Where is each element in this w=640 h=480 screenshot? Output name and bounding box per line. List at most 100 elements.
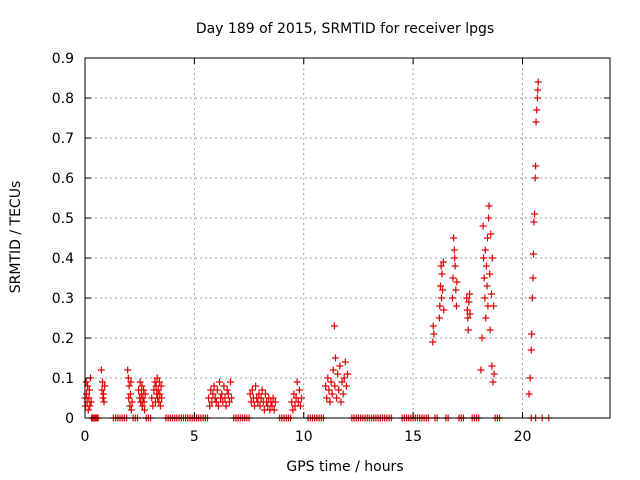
y-tick-label: 0 — [65, 411, 74, 427]
data-point — [228, 394, 236, 402]
data-point — [528, 330, 536, 338]
data-point — [338, 378, 346, 386]
data-point — [252, 382, 260, 390]
data-point — [529, 250, 537, 258]
data-point — [490, 370, 498, 378]
data-point — [258, 386, 266, 394]
y-axis-label: SRMTID / TECUs — [8, 181, 24, 294]
data-point — [485, 214, 493, 222]
data-point — [86, 402, 94, 410]
x-tick-label: 5 — [190, 429, 199, 445]
data-point — [257, 394, 265, 402]
data-point — [464, 314, 472, 322]
data-point — [329, 366, 337, 374]
data-point — [261, 390, 269, 398]
data-point — [136, 378, 144, 386]
data-point — [128, 398, 136, 406]
data-point — [326, 398, 334, 406]
data-point — [533, 106, 541, 114]
data-point — [452, 302, 460, 310]
data-point — [331, 354, 339, 362]
data-point — [482, 262, 490, 270]
data-point — [477, 366, 485, 374]
data-point — [534, 78, 542, 86]
data-point — [487, 230, 495, 238]
data-point — [209, 390, 217, 398]
data-point — [453, 278, 461, 286]
data-point — [333, 394, 341, 402]
data-point — [85, 386, 93, 394]
data-point — [322, 382, 330, 390]
data-point — [127, 378, 135, 386]
data-point — [527, 346, 535, 354]
data-point — [256, 402, 264, 410]
data-point — [149, 402, 157, 410]
data-point — [489, 378, 497, 386]
data-point — [339, 390, 347, 398]
data-point — [289, 406, 297, 414]
data-point — [221, 394, 229, 402]
x-axis-label: GPS time / hours — [286, 459, 403, 475]
data-point — [450, 234, 458, 242]
data-point — [327, 378, 335, 386]
data-point — [478, 334, 486, 342]
data-point — [225, 398, 233, 406]
y-tick-label: 0.1 — [52, 371, 74, 387]
data-point — [481, 246, 489, 254]
data-point — [483, 282, 491, 290]
data-point — [479, 222, 487, 230]
data-point — [84, 406, 92, 414]
data-point — [485, 202, 493, 210]
data-point — [99, 378, 106, 386]
data-point — [206, 402, 214, 410]
data-point — [335, 386, 343, 394]
data-point — [533, 94, 541, 102]
data-point — [484, 234, 491, 242]
data-point — [429, 338, 437, 346]
data-point — [480, 254, 488, 262]
data-point — [531, 174, 539, 182]
chart-title: Day 189 of 2015, SRMTID for receiver lpg… — [196, 21, 494, 37]
data-point — [158, 394, 166, 402]
data-point — [100, 390, 108, 398]
data-point — [124, 374, 132, 382]
data-point — [296, 402, 304, 410]
data-point — [139, 394, 147, 402]
data-point — [222, 402, 230, 410]
data-point — [98, 386, 106, 394]
x-tick-label: 10 — [295, 429, 313, 445]
data-point — [439, 286, 447, 294]
data-point — [226, 378, 234, 386]
data-point — [100, 398, 108, 406]
data-point — [255, 390, 263, 398]
data-point — [530, 218, 538, 226]
data-point — [138, 382, 146, 390]
data-point — [438, 294, 446, 302]
y-tick-label: 0.9 — [52, 51, 74, 67]
data-point — [288, 398, 296, 406]
data-point — [219, 398, 227, 406]
y-tick-label: 0.3 — [52, 291, 74, 307]
data-point — [525, 390, 533, 398]
data-point — [526, 374, 534, 382]
data-point — [336, 362, 344, 370]
data-point — [463, 306, 471, 314]
data-point — [271, 398, 279, 406]
data-point — [294, 398, 302, 406]
data-point — [148, 394, 156, 402]
data-point — [85, 394, 93, 402]
axis-ticks: 0 5 10 15 20 0 0.1 0.2 0.3 0.4 0.5 0.6 0.7 0.8 0.9 — [52, 51, 610, 445]
y-tick-label: 0.4 — [52, 251, 74, 267]
data-point — [293, 378, 301, 386]
data-point — [126, 402, 134, 410]
data-point — [224, 390, 232, 398]
data-point — [323, 394, 331, 402]
data-point — [450, 246, 458, 254]
y-tick-label: 0.2 — [52, 331, 74, 347]
data-point — [268, 402, 276, 410]
data-point — [324, 374, 332, 382]
data-point — [99, 394, 107, 402]
data-point — [290, 390, 298, 398]
data-point — [83, 390, 91, 398]
data-point — [127, 390, 134, 398]
